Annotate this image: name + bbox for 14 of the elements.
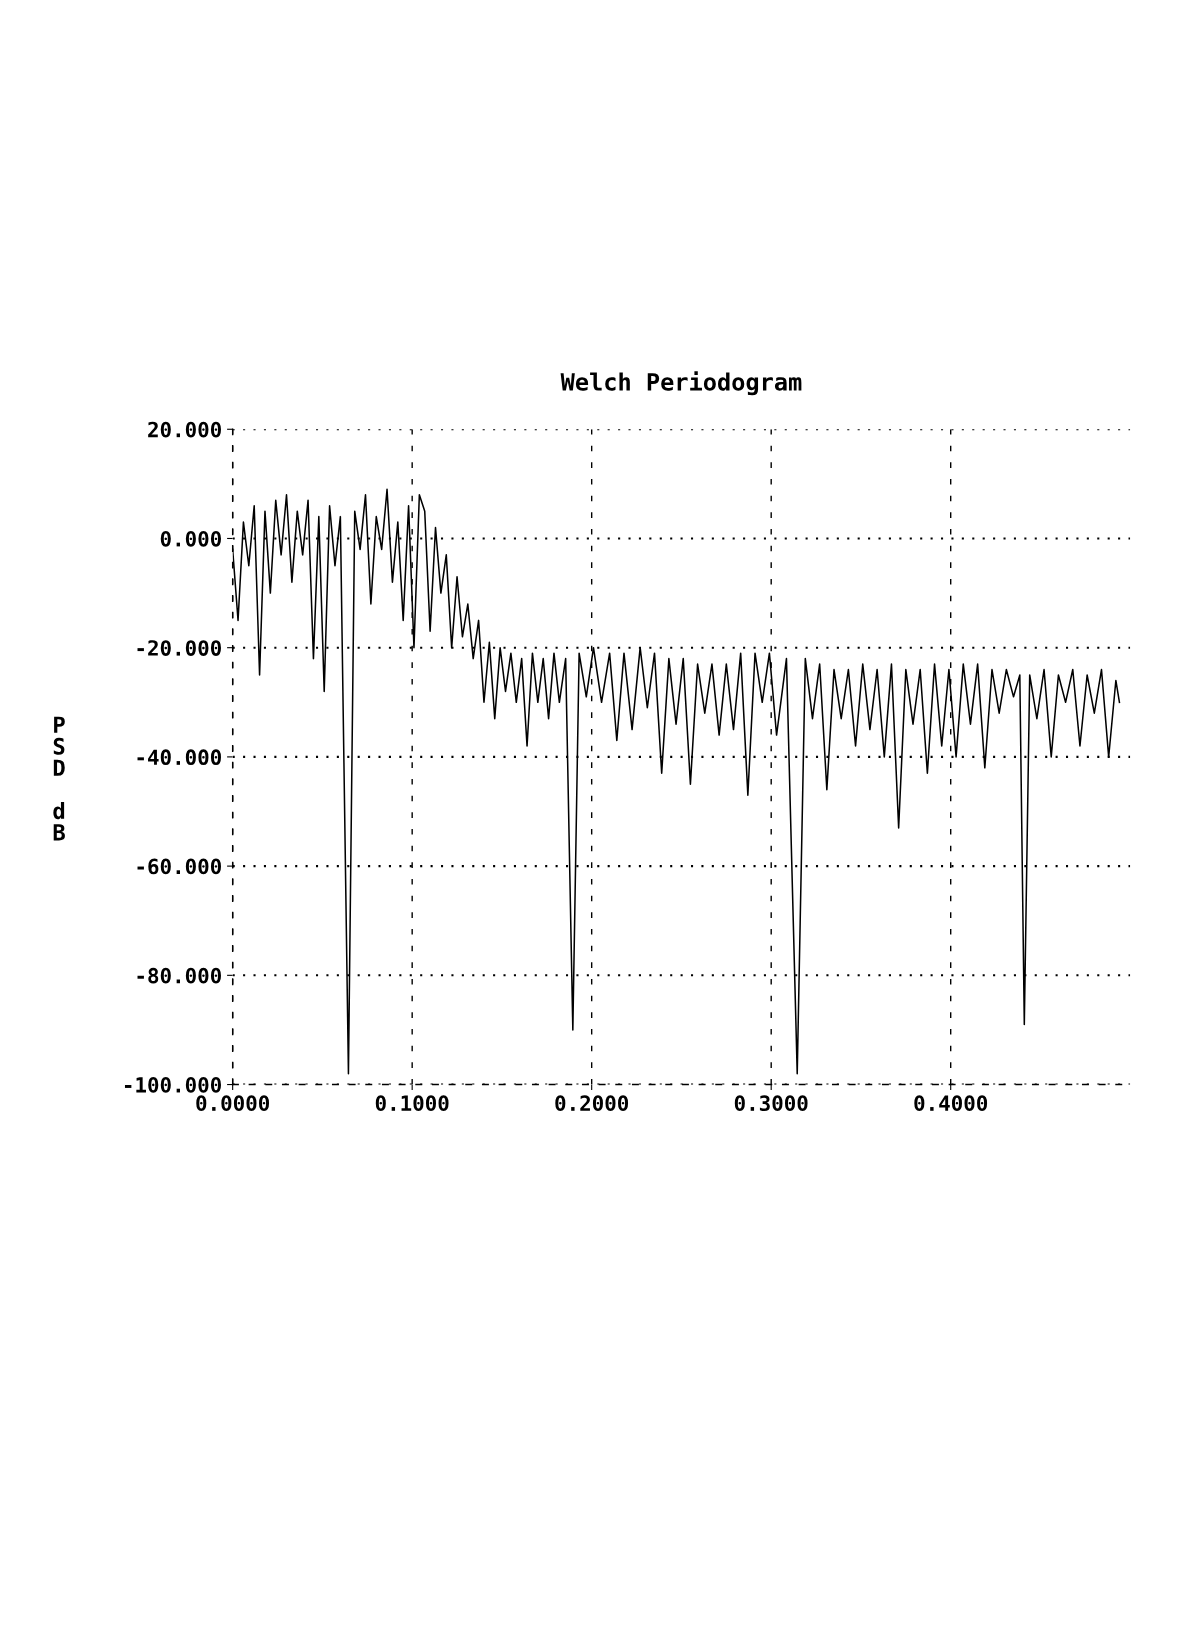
y-tick-label: -80.000	[137, 967, 221, 984]
chart-title: Welch Periodogram	[560, 371, 802, 396]
y-tick-label: -60.000	[137, 858, 221, 875]
y-tick-label: 0.000	[160, 530, 221, 547]
y-tick-label: -100.000	[124, 1076, 221, 1093]
x-tick-label: 0.4000	[914, 1095, 988, 1112]
x-tick-label: 0.0000	[196, 1095, 270, 1112]
y-tick-label: -20.000	[137, 640, 221, 656]
x-tick-label: 0.1000	[375, 1095, 449, 1112]
x-tick-label: 0.3000	[734, 1095, 808, 1112]
y-axis-title: PSD dB	[53, 716, 65, 841]
y-tick-label: -40.000	[137, 749, 221, 766]
y-tick-label: 20.000	[148, 421, 221, 438]
x-tick-label: 0.2000	[555, 1095, 629, 1112]
